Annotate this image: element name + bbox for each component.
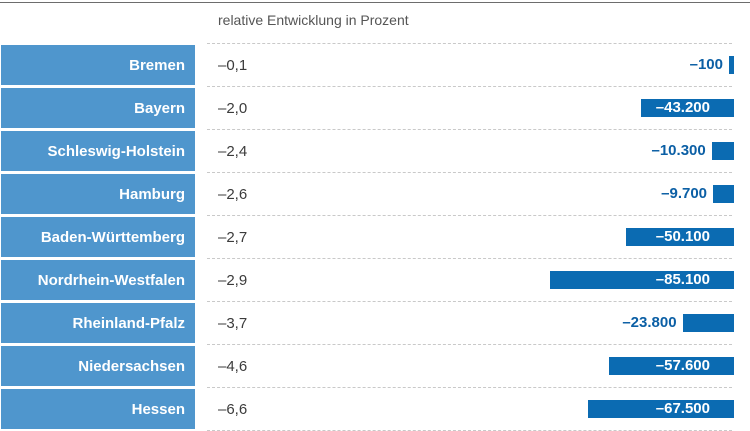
percent-value: –2,7 [218,228,248,246]
value-label: –85.100 [655,271,710,288]
data-bar [588,400,734,418]
value-label: –10.300 [651,142,706,159]
category-label: Hamburg [1,174,195,214]
percent-value: –4,6 [218,357,248,375]
category-label: Rheinland-Pfalz [1,303,195,343]
row-divider [207,172,732,173]
percent-value: –2,0 [218,99,248,117]
row-divider [207,43,732,44]
value-label: –23.800 [622,314,677,331]
percent-value: –0,1 [218,56,248,74]
category-label: Schleswig-Holstein [1,131,195,171]
percent-value: –2,6 [218,185,248,203]
row-divider [207,387,732,388]
data-bar [682,314,734,332]
value-label: –67.500 [655,400,710,417]
data-bar [625,228,734,246]
value-label: –9.700 [661,185,708,202]
percent-value: –2,9 [218,271,248,289]
percent-value: –6,6 [218,400,248,418]
row-divider [207,215,732,216]
column-header: relative Entwicklung in Prozent [218,12,409,28]
category-label: Niedersachsen [1,346,195,386]
row-divider [207,344,732,345]
data-bar [550,271,734,289]
value-label: –43.200 [655,99,710,116]
row-divider [207,86,732,87]
data-bar [713,185,734,203]
row-divider [207,258,732,259]
row-divider [207,129,732,130]
category-label: Bayern [1,88,195,128]
value-label: –50.100 [655,228,710,245]
data-bar [729,56,734,74]
data-bar [640,99,734,117]
category-label: Bremen [1,45,195,85]
row-divider [207,301,732,302]
value-label: –100 [689,56,723,73]
category-label: Baden-Württemberg [1,217,195,257]
top-rule [0,2,750,3]
data-bar [609,357,734,375]
category-label: Nordrhein-Westfalen [1,260,195,300]
category-label: Hessen [1,389,195,429]
data-bar [711,142,734,160]
percent-value: –2,4 [218,142,248,160]
value-label: –57.600 [655,357,710,374]
percent-value: –3,7 [218,314,248,332]
